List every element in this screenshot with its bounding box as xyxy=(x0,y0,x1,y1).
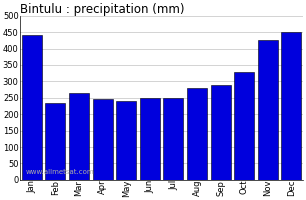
Text: Bintulu : precipitation (mm): Bintulu : precipitation (mm) xyxy=(20,3,185,16)
Bar xyxy=(140,98,160,180)
Bar xyxy=(234,72,254,180)
Bar xyxy=(22,35,42,180)
Bar xyxy=(282,32,301,180)
Text: www.allmetsat.com: www.allmetsat.com xyxy=(26,169,94,175)
Bar xyxy=(258,40,278,180)
Bar xyxy=(211,85,231,180)
Bar xyxy=(163,98,184,180)
Bar xyxy=(116,101,136,180)
Bar xyxy=(187,88,207,180)
Bar xyxy=(45,103,65,180)
Bar xyxy=(93,99,113,180)
Bar xyxy=(69,93,89,180)
